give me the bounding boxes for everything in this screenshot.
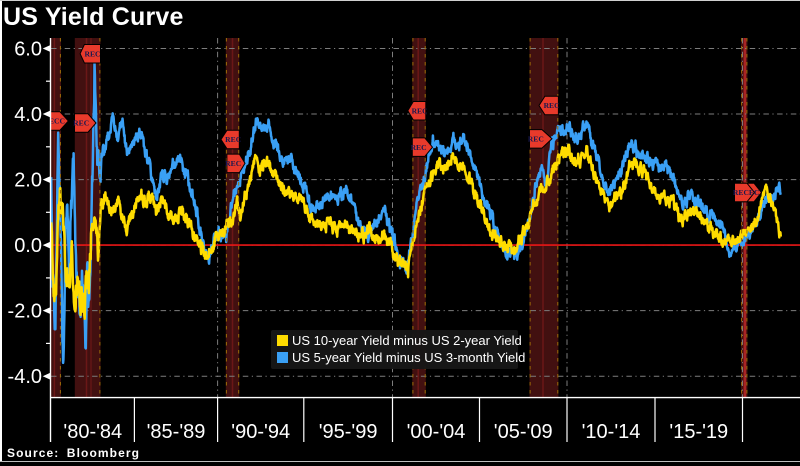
svg-text:6.0: 6.0 [14,39,42,61]
svg-text:-2.0: -2.0 [8,301,42,323]
svg-text:'10-'14: '10-'14 [582,421,641,443]
svg-text:0.0: 0.0 [14,235,42,257]
svg-text:REC: REC [225,135,241,144]
svg-text:'05-'09: '05-'09 [494,421,553,443]
svg-text:'80-'84: '80-'84 [63,421,122,443]
svg-text:'15-'19: '15-'19 [669,421,728,443]
svg-text:-4.0: -4.0 [8,366,42,388]
svg-text:ECC: ECC [49,117,65,126]
svg-text:REC: REC [411,143,427,152]
svg-text:'90-'94: '90-'94 [231,421,290,443]
svg-text:RECEC: RECEC [733,188,760,197]
svg-text:REC: REC [412,106,428,115]
svg-text:REC: REC [544,101,560,110]
svg-text:REC: REC [73,119,89,128]
svg-text:REC: REC [528,134,544,143]
svg-text:2.0: 2.0 [14,170,42,192]
svg-text:REC: REC [84,49,100,58]
svg-text:4.0: 4.0 [14,104,42,126]
svg-text:'85-'89: '85-'89 [147,421,206,443]
svg-text:'95-'99: '95-'99 [319,421,378,443]
svg-text:REC: REC [225,159,241,168]
svg-text:'00-'04: '00-'04 [407,421,466,443]
